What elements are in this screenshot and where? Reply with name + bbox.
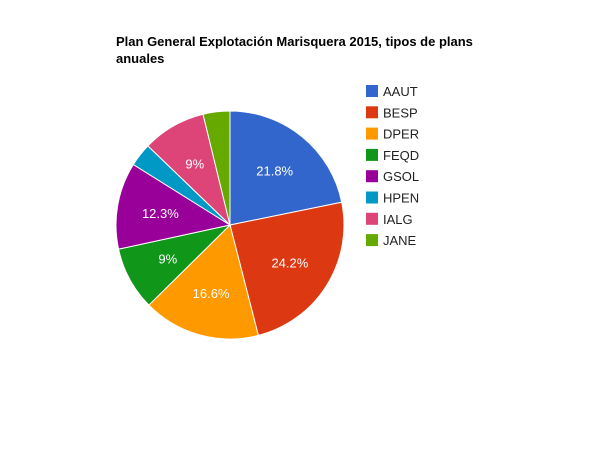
- legend-label-ialg: IALG: [383, 212, 413, 227]
- legend-label-gsol: GSOL: [383, 169, 419, 184]
- pie-slices: [115, 110, 345, 340]
- slice-label-aaut: 21.8%: [256, 163, 293, 178]
- legend-label-hpen: HPEN: [383, 191, 419, 206]
- legend-swatch-ialg: [366, 212, 378, 225]
- slice-label-dper: 16.6%: [193, 286, 230, 301]
- legend-swatch-dper: [366, 127, 378, 140]
- chart-title-line-1: Plan General Explotación Marisquera 2015…: [116, 34, 473, 49]
- pie-slice-jane: [202, 110, 231, 226]
- legend-swatch-aaut: [366, 85, 378, 97]
- pie-slice-dper: [148, 224, 259, 340]
- legend-label-feqd: FEQD: [383, 148, 419, 163]
- legend-swatch-feqd: [366, 148, 378, 161]
- pie-slice-labels: 21.8% 24.2% 16.6% 9% 12.3% 9%: [142, 157, 309, 301]
- pie-slice-aaut: [229, 110, 343, 226]
- legend-label-jane: JANE: [383, 233, 417, 248]
- slice-label-ialg: 9%: [185, 157, 204, 172]
- legend-swatch-besp: [366, 106, 378, 119]
- legend-label-dper: DPER: [383, 127, 419, 142]
- legend-label-besp: BESP: [383, 105, 418, 120]
- legend: AAUT BESP DPER FEQD GSOL HPEN IALG JANE: [366, 84, 419, 248]
- legend-swatch-hpen: [366, 191, 378, 204]
- legend-label-aaut: AAUT: [383, 84, 418, 99]
- legend-swatch-jane: [366, 234, 378, 247]
- slice-label-gsol: 12.3%: [142, 206, 179, 221]
- slice-label-feqd: 9%: [158, 252, 177, 267]
- chart-title-line-2: anuales: [116, 51, 164, 66]
- pie-slice-besp: [229, 201, 345, 337]
- pie-slice-gsol: [115, 163, 232, 250]
- legend-swatch-gsol: [366, 170, 378, 183]
- slice-label-besp: 24.2%: [271, 256, 308, 271]
